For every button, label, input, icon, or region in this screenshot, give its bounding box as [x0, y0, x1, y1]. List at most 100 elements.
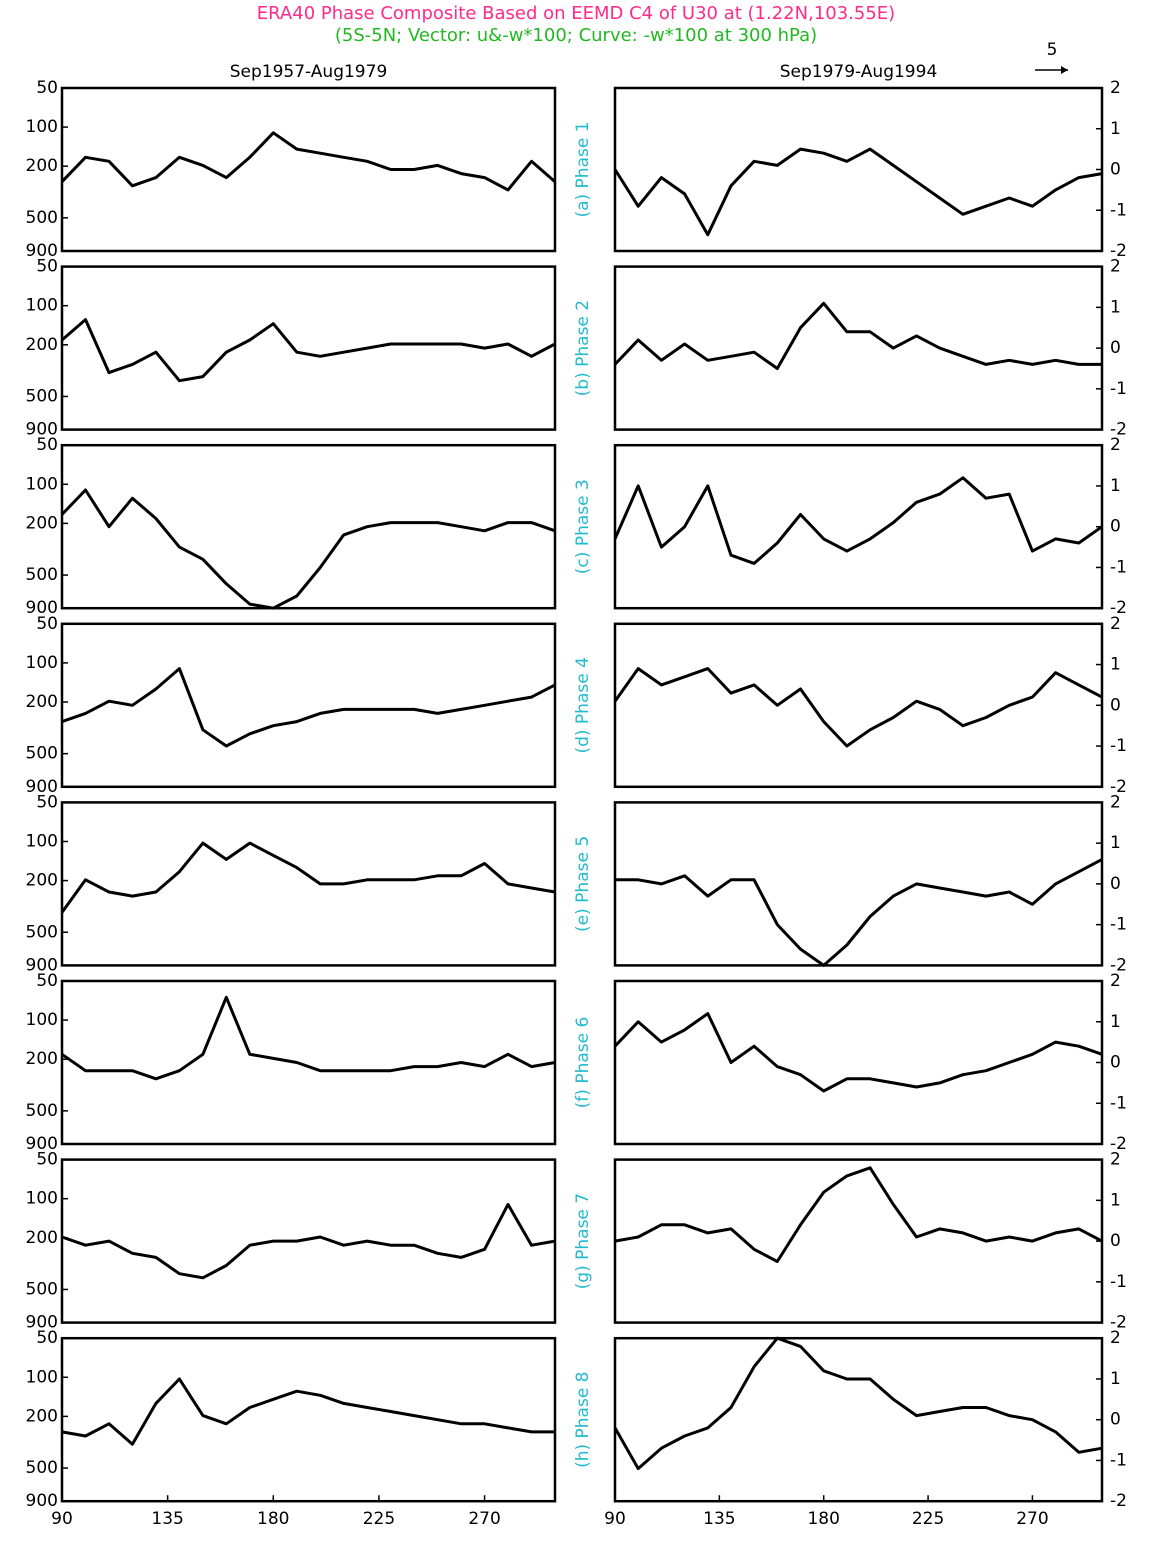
y-tick-label: 50 [36, 435, 58, 455]
y2-tick-label: -1 [1110, 200, 1127, 220]
y2-tick-label: 2 [1110, 614, 1121, 634]
y2-tick-label: 0 [1110, 338, 1121, 358]
figure: ERA40 Phase Composite Based on EEMD C4 o… [0, 0, 1153, 1541]
panel-frame [62, 88, 555, 251]
vector-reference-arrow [1035, 66, 1068, 74]
curve [615, 859, 1102, 965]
y2-tick-label: 2 [1110, 1328, 1121, 1348]
curve [62, 843, 555, 912]
panel-label: (h) Phase 8 [573, 1371, 593, 1467]
x-tick-label: 270 [468, 1509, 500, 1529]
y-tick-label: 50 [36, 971, 58, 991]
y-tick-label: 100 [26, 831, 58, 851]
curve [62, 320, 555, 381]
y2-tick-label: -1 [1110, 1272, 1127, 1292]
y-tick-label: 200 [26, 871, 58, 891]
curve [615, 149, 1102, 235]
y-tick-label: 200 [26, 1406, 58, 1426]
panel-frame [615, 802, 1102, 965]
y-tick-label: 200 [26, 692, 58, 712]
y2-tick-label: 0 [1110, 1053, 1121, 1073]
y2-tick-label: -1 [1110, 379, 1127, 399]
y2-tick-label: 2 [1110, 435, 1121, 455]
curve [615, 478, 1102, 564]
y-tick-label: 100 [26, 117, 58, 137]
y2-tick-label: 0 [1110, 517, 1121, 537]
curve [62, 669, 555, 746]
y-tick-label: 200 [26, 156, 58, 176]
panel-title: Sep1957-Aug1979 [230, 62, 388, 82]
panel-frame [615, 445, 1102, 608]
curve [62, 1204, 555, 1277]
x-tick-label: 135 [703, 1509, 735, 1529]
y2-tick-label: -1 [1110, 1450, 1127, 1470]
y2-tick-label: 0 [1110, 1410, 1121, 1430]
y-tick-label: 200 [26, 335, 58, 355]
curve [615, 303, 1102, 368]
y-tick-label: 500 [26, 1101, 58, 1121]
x-tick-label: 180 [257, 1509, 289, 1529]
y2-tick-label: -1 [1110, 915, 1127, 935]
panel-frame [615, 624, 1102, 787]
y-tick-label: 500 [26, 744, 58, 764]
y-tick-label: 50 [36, 792, 58, 812]
curve [615, 1338, 1102, 1468]
y-tick-label: 50 [36, 614, 58, 634]
y-tick-label: 500 [26, 922, 58, 942]
y-tick-label: 500 [26, 386, 58, 406]
y2-tick-label: 1 [1110, 119, 1121, 139]
y2-tick-label: 2 [1110, 792, 1121, 812]
y-tick-label: 500 [26, 1458, 58, 1478]
y2-tick-label: 2 [1110, 1150, 1121, 1170]
y2-tick-label: 1 [1110, 1190, 1121, 1210]
y-tick-label: 100 [26, 474, 58, 494]
y-tick-label: 50 [36, 257, 58, 277]
panel-frame [615, 981, 1102, 1144]
curve [615, 1014, 1102, 1091]
panel-title: Sep1979-Aug1994 [780, 62, 938, 82]
y2-tick-label: 2 [1110, 78, 1121, 98]
y2-tick-label: -1 [1110, 736, 1127, 756]
y2-tick-label: 2 [1110, 257, 1121, 277]
y-tick-label: 50 [36, 78, 58, 98]
curve [62, 133, 555, 190]
panel-label: (f) Phase 6 [573, 1017, 593, 1109]
panel-frame [615, 88, 1102, 251]
y-tick-label: 50 [36, 1328, 58, 1348]
y2-tick-label: 1 [1110, 1012, 1121, 1032]
y-tick-label: 500 [26, 565, 58, 585]
page: {"title": "ERA40 Phase Composite Based o… [0, 0, 1153, 1541]
panel-label: (d) Phase 4 [573, 657, 593, 753]
y2-tick-label: 0 [1110, 1231, 1121, 1251]
y2-tick-label: -1 [1110, 1093, 1127, 1113]
y2-tick-label: 1 [1110, 655, 1121, 675]
curve [615, 1168, 1102, 1262]
curve [62, 997, 555, 1079]
y2-tick-label: 1 [1110, 1369, 1121, 1389]
curve [615, 669, 1102, 746]
x-tick-label: 90 [604, 1509, 626, 1529]
x-tick-label: 270 [1016, 1509, 1048, 1529]
y2-tick-label: -1 [1110, 557, 1127, 577]
y-tick-label: 50 [36, 1150, 58, 1170]
y2-tick-label: 2 [1110, 971, 1121, 991]
y-tick-label: 900 [26, 1491, 58, 1511]
y-tick-label: 100 [26, 653, 58, 673]
panel-label: (g) Phase 7 [573, 1193, 593, 1289]
y2-tick-label: 1 [1110, 476, 1121, 496]
x-tick-label: 180 [807, 1509, 839, 1529]
y2-tick-label: 0 [1110, 160, 1121, 180]
panel-frame [62, 1160, 555, 1323]
figure-subtitle: (5S-5N; Vector: u&-w*100; Curve: -w*100 … [335, 25, 817, 46]
y2-tick-label: 1 [1110, 297, 1121, 317]
y2-tick-label: 0 [1110, 874, 1121, 894]
panel-label: (b) Phase 2 [573, 300, 593, 396]
y-tick-label: 500 [26, 208, 58, 228]
y2-tick-label: 1 [1110, 833, 1121, 853]
panel-label: (a) Phase 1 [573, 121, 593, 217]
y-tick-label: 200 [26, 513, 58, 533]
panel-frame [62, 981, 555, 1144]
curve [62, 490, 555, 608]
y-tick-label: 500 [26, 1279, 58, 1299]
x-tick-label: 90 [51, 1509, 73, 1529]
